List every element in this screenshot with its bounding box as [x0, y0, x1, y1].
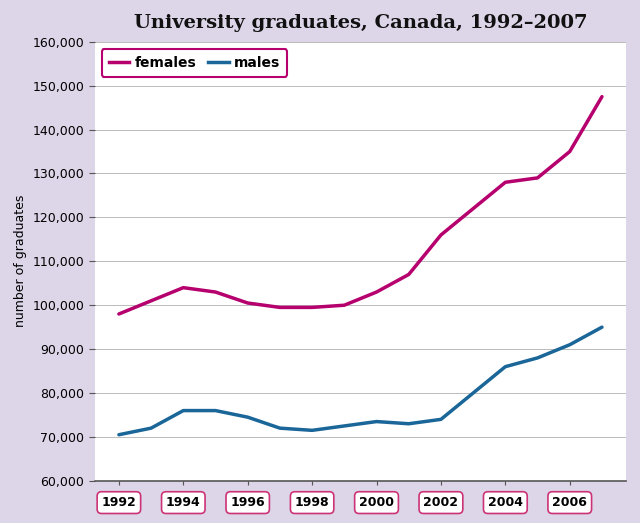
Legend: females, males: females, males — [102, 49, 287, 76]
Title: University graduates, Canada, 1992–2007: University graduates, Canada, 1992–2007 — [134, 14, 587, 32]
Y-axis label: number of graduates: number of graduates — [14, 195, 27, 327]
